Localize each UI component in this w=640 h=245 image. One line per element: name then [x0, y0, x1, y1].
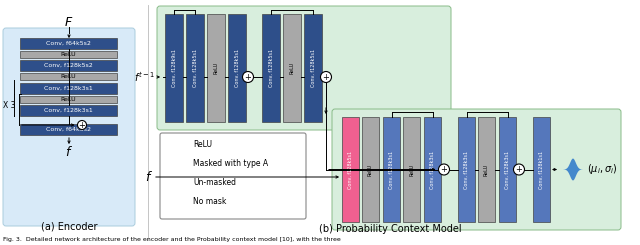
Polygon shape	[563, 159, 583, 180]
Bar	[383, 117, 400, 222]
Bar	[20, 124, 117, 135]
Text: Fig. 3.  Detailed network architecture of the encoder and the Probability contex: Fig. 3. Detailed network architecture of…	[3, 237, 340, 242]
Text: X 3: X 3	[3, 100, 15, 110]
Text: Conv, f128k5s1: Conv, f128k5s1	[193, 49, 198, 87]
Text: Conv, f128k5s2: Conv, f128k5s2	[44, 63, 93, 68]
Bar	[362, 117, 379, 222]
Text: Conv, f128k1s1: Conv, f128k1s1	[539, 150, 544, 189]
Text: +: +	[440, 165, 447, 174]
Bar	[342, 117, 359, 222]
Text: Conv, f128k5s1: Conv, f128k5s1	[310, 49, 316, 87]
FancyBboxPatch shape	[160, 133, 306, 219]
Bar	[169, 159, 189, 168]
Text: $f$: $f$	[65, 145, 73, 159]
Text: +: +	[244, 73, 252, 82]
Text: $(\mu_i, \sigma_i)$: $(\mu_i, \sigma_i)$	[587, 162, 618, 176]
Text: Conv, f128k5s1: Conv, f128k5s1	[348, 150, 353, 189]
Text: Conv, f128k3s1: Conv, f128k3s1	[430, 150, 435, 189]
Text: Conv, f128k3s1: Conv, f128k3s1	[505, 150, 510, 189]
Text: ReLU: ReLU	[484, 163, 489, 176]
Circle shape	[321, 72, 332, 83]
Bar	[20, 60, 117, 71]
Bar	[20, 73, 117, 80]
Text: ReLU: ReLU	[61, 97, 76, 102]
FancyBboxPatch shape	[332, 109, 621, 230]
Bar	[283, 14, 301, 122]
FancyBboxPatch shape	[3, 28, 135, 226]
Text: ReLU: ReLU	[409, 163, 414, 176]
Bar	[478, 117, 495, 222]
Text: ReLU: ReLU	[214, 62, 218, 74]
Text: +: +	[79, 121, 85, 130]
Bar	[499, 117, 516, 222]
Bar	[533, 117, 550, 222]
Bar	[403, 117, 420, 222]
Text: Conv, f128k3s1: Conv, f128k3s1	[44, 86, 93, 91]
Bar	[424, 117, 441, 222]
Text: ReLU: ReLU	[61, 74, 76, 79]
Circle shape	[513, 164, 525, 175]
Bar	[20, 38, 117, 49]
Bar	[20, 51, 117, 58]
Text: $f^{t-1}$: $f^{t-1}$	[134, 70, 155, 84]
Text: Conv, f128k3s1: Conv, f128k3s1	[464, 150, 469, 189]
Bar	[20, 83, 117, 94]
Text: +: +	[323, 73, 330, 82]
Bar	[228, 14, 246, 122]
Text: Conv, f128k5s1: Conv, f128k5s1	[234, 49, 239, 87]
Text: Un-masked: Un-masked	[193, 178, 236, 187]
Text: No mask: No mask	[193, 197, 227, 206]
Bar	[207, 14, 225, 122]
Text: (b) Probability Context Model: (b) Probability Context Model	[319, 224, 461, 234]
Text: Conv, f64k3s2: Conv, f64k3s2	[46, 127, 91, 132]
Circle shape	[438, 164, 449, 175]
Bar	[20, 96, 117, 103]
Text: Masked with type A: Masked with type A	[193, 159, 268, 168]
Text: Conv, f128k3s1: Conv, f128k3s1	[44, 108, 93, 113]
Text: Conv, f128k3s1: Conv, f128k3s1	[389, 150, 394, 189]
Bar	[262, 14, 280, 122]
Text: ReLU: ReLU	[368, 163, 373, 176]
Text: $f$: $f$	[145, 170, 153, 184]
FancyBboxPatch shape	[157, 6, 451, 130]
Bar	[304, 14, 322, 122]
Bar	[169, 178, 189, 187]
Text: Conv, f128k5s1: Conv, f128k5s1	[269, 49, 273, 87]
Text: ReLU: ReLU	[193, 140, 212, 149]
Text: Conv, f64k5s2: Conv, f64k5s2	[46, 41, 91, 46]
Text: ReLU: ReLU	[289, 62, 294, 74]
Text: $F$: $F$	[65, 16, 74, 29]
Text: Conv, f128k9s1: Conv, f128k9s1	[172, 49, 177, 87]
Text: ReLU: ReLU	[61, 52, 76, 57]
Bar	[186, 14, 204, 122]
Circle shape	[77, 121, 86, 130]
Bar	[20, 105, 117, 116]
Text: (a) Encoder: (a) Encoder	[41, 221, 97, 231]
Bar	[169, 197, 189, 206]
Circle shape	[243, 72, 253, 83]
Bar	[165, 14, 183, 122]
Bar	[169, 140, 189, 149]
Bar	[458, 117, 475, 222]
Text: +: +	[516, 165, 522, 174]
